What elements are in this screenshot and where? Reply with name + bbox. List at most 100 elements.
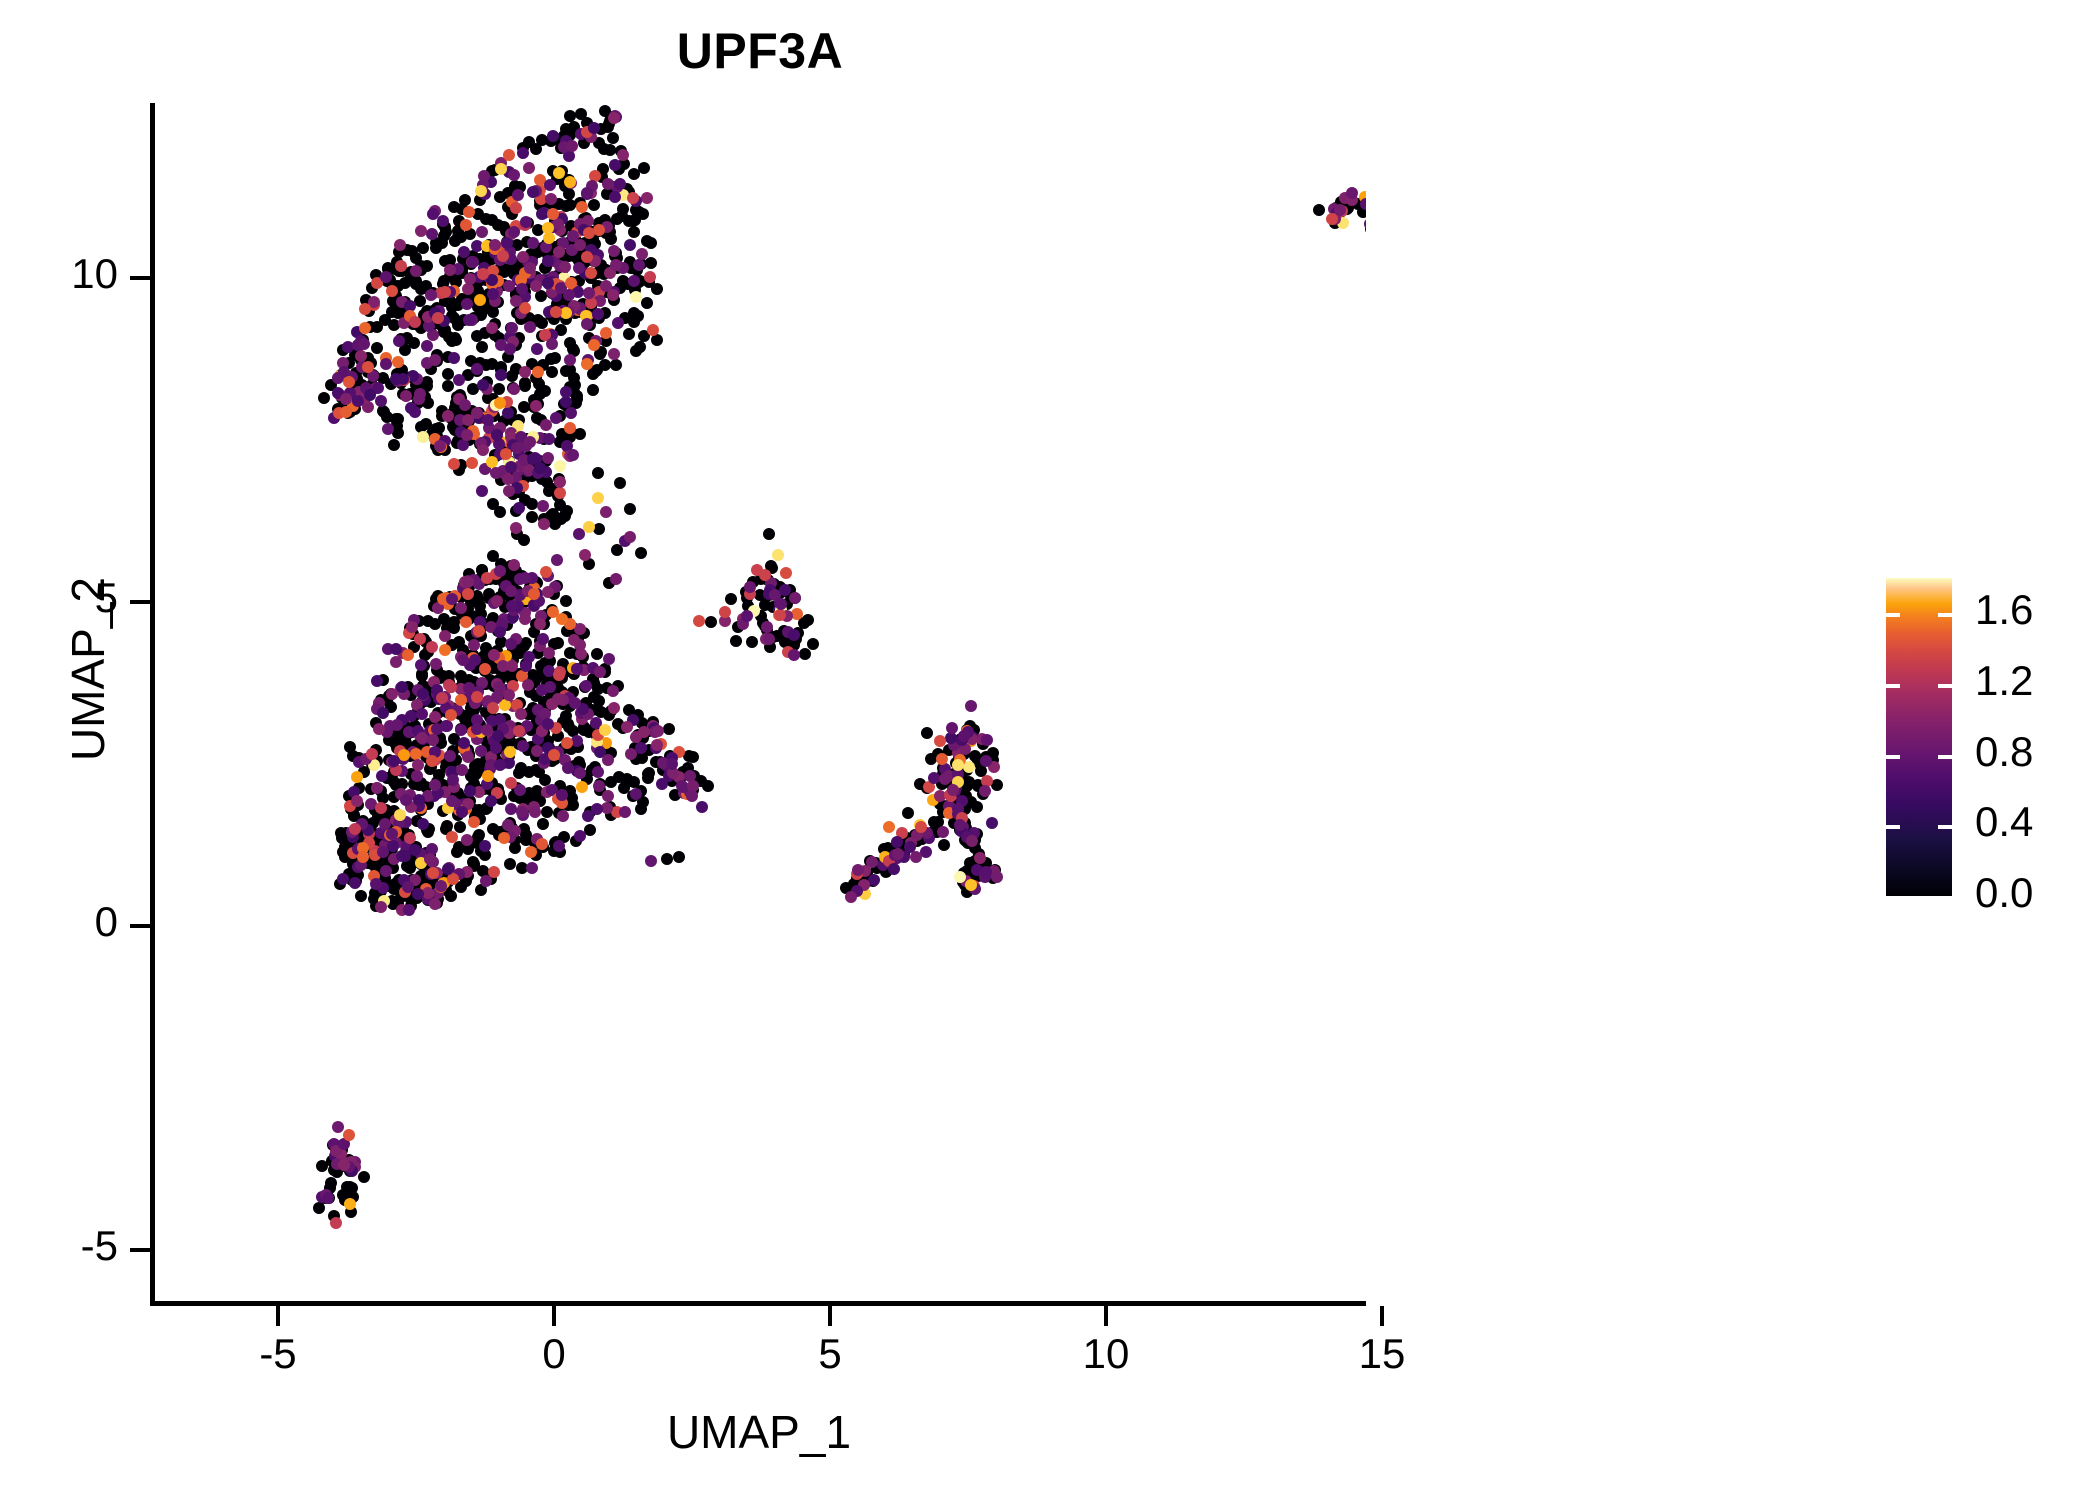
scatter-point [571, 734, 584, 747]
scatter-point [980, 733, 993, 746]
scatter-point [412, 392, 425, 405]
scatter-point [527, 185, 540, 198]
scatter-point [1345, 186, 1358, 199]
scatter-point [470, 406, 483, 419]
scatter-point [527, 587, 540, 600]
scatter-point [502, 187, 515, 200]
scatter-point [414, 224, 427, 237]
scatter-point [408, 336, 421, 349]
scatter-point [592, 491, 604, 504]
scatter-point [1312, 204, 1325, 216]
scatter-point [557, 809, 570, 822]
scatter-point [459, 615, 472, 628]
scatter-point [479, 212, 492, 225]
scatter-point [574, 239, 587, 252]
scatter-point [552, 669, 565, 682]
scatter-point [495, 163, 508, 175]
scatter-point [399, 849, 412, 862]
scatter-point [365, 747, 378, 760]
scatter-point [593, 665, 606, 678]
scatter-point [503, 688, 515, 701]
scatter-point [539, 419, 552, 432]
scatter-point [486, 287, 499, 300]
scatter-point [477, 378, 489, 391]
scatter-point [434, 439, 447, 452]
scatter-point [467, 815, 480, 828]
x-tick-label: 0 [542, 1330, 566, 1377]
scatter-point [592, 308, 605, 320]
scatter-point [516, 250, 529, 263]
scatter-point [485, 321, 498, 334]
scatter-point [475, 340, 488, 353]
scatter-point [623, 531, 636, 544]
scatter-point [461, 283, 474, 296]
scatter-point [883, 821, 896, 834]
scatter-point [375, 901, 388, 913]
scatter-point [519, 301, 532, 314]
scatter-point [628, 214, 641, 227]
scatter-point [470, 690, 483, 703]
scatter-point [555, 324, 568, 337]
scatter-point [524, 846, 537, 859]
scatter-point [951, 758, 964, 771]
scatter-point [510, 521, 523, 534]
scatter-point [414, 294, 426, 307]
scatter-point [321, 1192, 334, 1205]
scatter-point [673, 851, 685, 864]
scatter-point [564, 406, 577, 419]
scatter-point [617, 149, 630, 162]
scatter-point [506, 321, 519, 334]
scatter-point [532, 366, 544, 379]
scatter-point [507, 558, 520, 571]
scatter-point [650, 334, 663, 347]
scatter-point [529, 806, 542, 819]
scatter-point [505, 659, 518, 672]
scatter-point [509, 362, 522, 375]
scatter-point [386, 294, 399, 307]
scatter-point [481, 414, 494, 427]
scatter-point [553, 460, 566, 473]
scatter-point [404, 401, 417, 414]
scatter-point [510, 294, 523, 307]
scatter-point [935, 753, 948, 766]
scatter-point [540, 805, 553, 818]
scatter-point [522, 650, 535, 663]
scatter-point [375, 770, 388, 783]
scatter-point [627, 167, 640, 180]
scatter-point [538, 517, 551, 530]
colorbar-legend [1886, 578, 1952, 896]
scatter-point [448, 311, 461, 324]
scatter-point [523, 320, 536, 333]
scatter-point [544, 178, 557, 191]
scatter-point [937, 826, 950, 838]
scatter-point [628, 225, 641, 238]
scatter-point [536, 499, 549, 512]
scatter-point [617, 158, 630, 171]
scatter-point [542, 433, 555, 445]
scatter-point [609, 159, 622, 172]
scatter-point [634, 547, 647, 560]
scatter-point [624, 239, 636, 252]
scatter-point [599, 723, 612, 736]
scatter-point [542, 647, 555, 660]
scatter-point [460, 297, 473, 310]
scatter-point [489, 741, 502, 754]
scatter-point [444, 749, 457, 762]
scatter-point [503, 280, 516, 293]
x-tick-mark [1380, 1306, 1384, 1326]
scatter-point [461, 413, 474, 426]
scatter-point [937, 838, 950, 851]
scatter-point [542, 585, 555, 598]
scatter-point [358, 321, 371, 334]
scatter-point [629, 291, 642, 304]
scatter-point [508, 226, 521, 239]
scatter-point [471, 239, 484, 252]
scatter-point [532, 377, 545, 390]
scatter-point [602, 653, 615, 666]
scatter-point [620, 720, 633, 733]
scatter-point [396, 373, 409, 385]
y-tick-mark [130, 924, 150, 928]
scatter-point [510, 202, 523, 215]
scatter-point [980, 754, 993, 767]
scatter-point [719, 605, 732, 618]
